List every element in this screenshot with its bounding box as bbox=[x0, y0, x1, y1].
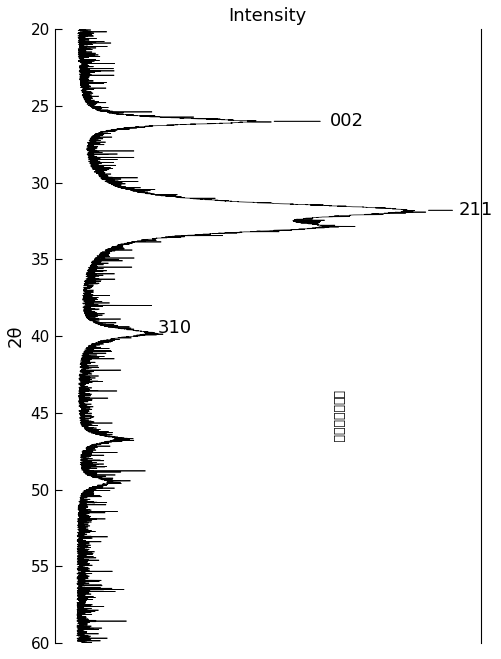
Text: 310: 310 bbox=[157, 320, 191, 337]
Text: 211: 211 bbox=[458, 202, 492, 219]
Title: Intensity: Intensity bbox=[228, 7, 306, 25]
Y-axis label: 2θ: 2θ bbox=[7, 325, 25, 347]
Text: 羟灵石涂层材料: 羟灵石涂层材料 bbox=[331, 390, 344, 442]
Text: 002: 002 bbox=[330, 112, 364, 130]
